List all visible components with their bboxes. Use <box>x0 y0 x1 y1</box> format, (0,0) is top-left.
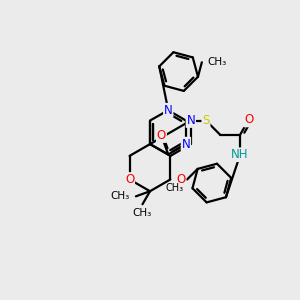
Text: S: S <box>202 114 210 127</box>
Text: CH₃: CH₃ <box>133 208 152 218</box>
Text: N: N <box>164 104 172 117</box>
Text: O: O <box>244 113 253 127</box>
Text: N: N <box>182 138 190 151</box>
Text: N: N <box>186 114 195 127</box>
Text: O: O <box>125 173 134 186</box>
Text: CH₃: CH₃ <box>207 57 226 67</box>
Text: CH₃: CH₃ <box>110 191 129 201</box>
Text: O: O <box>176 173 186 186</box>
Text: CH₃: CH₃ <box>166 183 184 193</box>
Text: NH: NH <box>231 148 249 161</box>
Text: O: O <box>157 129 166 142</box>
